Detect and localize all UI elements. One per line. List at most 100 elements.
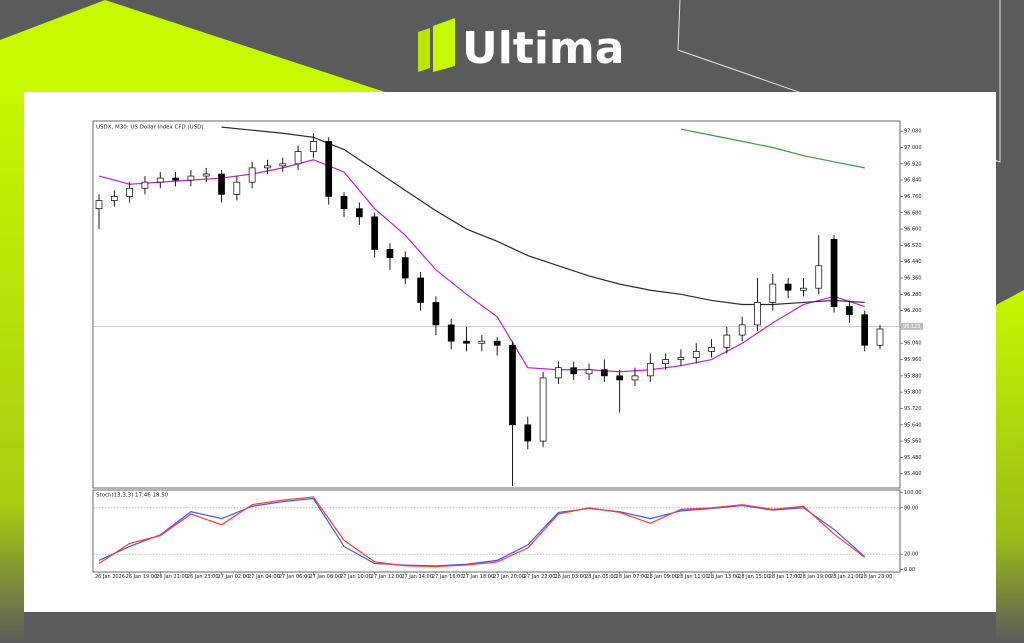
x-tick-label: 27 Jan 22:00 — [524, 574, 556, 580]
x-tick-label: 28 Jan 13:00 — [708, 574, 740, 580]
x-tick-label: 26 Jan 21:00 — [156, 574, 188, 580]
moving-average — [98, 159, 865, 373]
candle-body — [95, 200, 103, 210]
candle-body — [401, 257, 409, 279]
y-tick-label: 0.00 — [904, 567, 915, 573]
y-tick-label: 95.880 — [904, 373, 922, 379]
candle-body — [861, 314, 869, 346]
candle-body — [310, 141, 317, 152]
candle-body — [677, 357, 685, 360]
candle-body — [631, 375, 639, 381]
y-tick-label: 95.640 — [904, 422, 922, 428]
candle-body — [478, 340, 486, 344]
chart-title: USDX, M30: US Dollar Index CFD (USD) — [96, 125, 204, 131]
candle-body — [769, 283, 777, 303]
x-tick-label: 28 Jan 15:00 — [738, 574, 770, 580]
x-tick-label: 27 Jan 16:00 — [432, 574, 464, 580]
x-tick-label: 27 Jan 04:00 — [248, 574, 280, 580]
candle-body — [784, 283, 792, 291]
candle-body — [524, 424, 532, 442]
candle-body — [233, 181, 241, 195]
accent-shape — [0, 92, 24, 643]
y-tick-label: 96.280 — [904, 292, 922, 298]
candle-body — [708, 346, 715, 352]
y-tick-label: 96.920 — [904, 161, 922, 167]
x-tick-label: 27 Jan 20:00 — [493, 574, 525, 580]
y-tick-label: 95.800 — [904, 390, 922, 396]
logo-text: Ultima — [462, 23, 624, 74]
candle-body — [815, 265, 823, 289]
candle-body — [800, 287, 807, 291]
y-tick-label: 96.520 — [904, 243, 922, 249]
main-plot — [93, 126, 900, 486]
candle-body — [325, 141, 333, 197]
y-tick-label: 95.720 — [904, 406, 922, 412]
candle-body — [493, 340, 501, 346]
candle-body — [187, 175, 195, 181]
stoch-plot-frame — [92, 489, 901, 573]
x-tick-label: 26 Jan 2026 — [95, 574, 125, 580]
x-tick-label: 27 Jan 10:00 — [340, 574, 372, 580]
y-tick-label: 100.00 — [904, 490, 922, 496]
x-tick-label: 28 Jan 23:00 — [861, 574, 893, 580]
candle-body — [754, 302, 761, 326]
stoch-plot — [93, 496, 900, 568]
x-tick-label: 26 Jan 19:00 — [126, 574, 158, 580]
candle-body — [172, 177, 179, 181]
x-tick-label: 27 Jan 14:00 — [401, 574, 433, 580]
y-tick-label: 96.360 — [904, 275, 922, 281]
candle-body — [248, 167, 256, 183]
x-tick-label: 27 Jan 12:00 — [371, 574, 403, 580]
y-tick-label: 80.00 — [904, 505, 918, 511]
indicator-title: Stoch(13,3,3) 17.46 18.50 — [96, 493, 169, 499]
x-tick-label: 28 Jan 21:00 — [830, 574, 862, 580]
accent-shape — [0, 0, 385, 92]
x-tick-label: 28 Jan 11:00 — [677, 574, 709, 580]
candle-body — [447, 324, 455, 342]
candle-body — [126, 187, 133, 197]
y-tick-label: 96.440 — [904, 259, 922, 265]
x-tick-label: 28 Jan 07:00 — [616, 574, 648, 580]
x-tick-label: 28 Jan 05:00 — [585, 574, 617, 580]
oscillator-line — [98, 497, 866, 567]
logo-icon — [433, 18, 455, 72]
logo-icon — [418, 28, 430, 72]
candle-body — [555, 367, 562, 379]
candle-body — [264, 165, 271, 169]
y-tick-label: 96.040 — [904, 341, 922, 347]
y-tick-label: 96.760 — [904, 194, 922, 200]
main-plot-frame — [92, 120, 901, 489]
candle-body — [846, 306, 853, 316]
candle-body — [386, 249, 394, 258]
x-tick-label: 27 Jan 06:00 — [279, 574, 311, 580]
y-tick-label: 97.000 — [904, 145, 922, 151]
y-tick-label: 96.840 — [904, 178, 922, 184]
candle-body — [294, 151, 302, 165]
oscillator-line — [98, 496, 866, 568]
candle-body — [646, 363, 654, 377]
candle-body — [340, 196, 348, 210]
candle-body — [585, 369, 593, 375]
y-tick-label: 95.960 — [904, 357, 922, 363]
candle-body — [509, 344, 516, 426]
candle-body — [371, 216, 378, 250]
y-tick-label: 97.080 — [904, 129, 922, 135]
candle-body — [202, 173, 210, 177]
y-tick-label: 96.200 — [904, 308, 922, 314]
y-tick-label: 20.00 — [904, 552, 918, 558]
candle-body — [110, 196, 118, 201]
accent-shape — [996, 290, 1024, 643]
candle-body — [432, 302, 440, 326]
x-tick-label: 27 Jan 18:00 — [463, 574, 495, 580]
x-tick-label: 28 Jan 03:00 — [554, 574, 586, 580]
candle-body — [218, 173, 225, 195]
candle-body — [539, 377, 547, 442]
candle-body — [355, 208, 363, 218]
x-tick-label: 28 Jan 17:00 — [769, 574, 801, 580]
candle-body — [463, 340, 470, 344]
x-tick-label: 28 Jan 09:00 — [646, 574, 678, 580]
candle-body — [279, 163, 287, 167]
x-tick-label: 28 Jan 19:00 — [799, 574, 831, 580]
